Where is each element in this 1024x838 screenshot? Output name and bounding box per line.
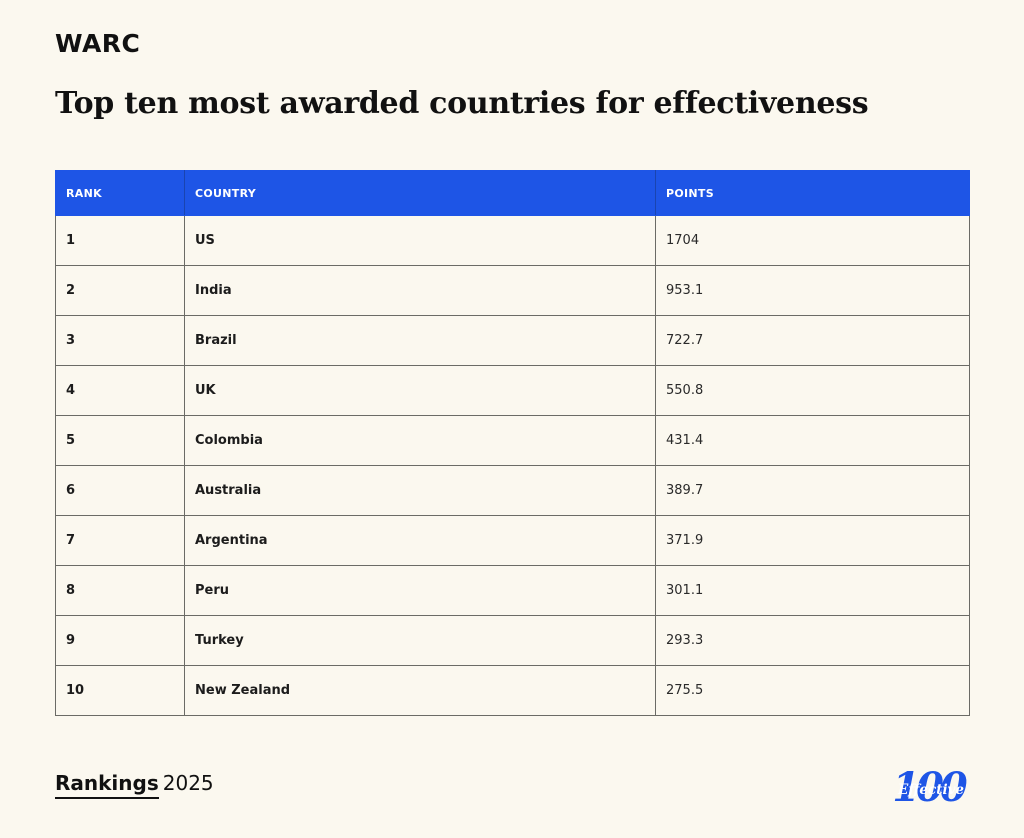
points-cell: 371.9 xyxy=(655,515,970,566)
footer-rankings: Rankings 2025 xyxy=(55,771,214,799)
table-row: 10 New Zealand 275.5 xyxy=(55,665,970,716)
rankings-label: Rankings xyxy=(55,771,159,799)
table-row: 7 Argentina 371.9 xyxy=(55,515,970,566)
rank-cell: 2 xyxy=(55,265,185,316)
table-row: 4 UK 550.8 xyxy=(55,365,970,416)
country-cell: Brazil xyxy=(184,315,656,366)
brand-logo: WARC xyxy=(55,29,141,58)
table-row: 2 India 953.1 xyxy=(55,265,970,316)
table-row: 6 Australia 389.7 xyxy=(55,465,970,516)
column-header-rank: RANK xyxy=(55,170,185,216)
rankings-year: 2025 xyxy=(162,771,214,795)
rankings-table: RANK COUNTRY POINTS 1 US 1704 2 India 953.1 3 B… xyxy=(55,170,970,716)
country-cell: India xyxy=(184,265,656,316)
page-title: Top ten most awarded countries for effec… xyxy=(55,86,869,121)
country-cell: UK xyxy=(184,365,656,416)
badge-number: 100 xyxy=(892,764,968,811)
points-cell: 301.1 xyxy=(655,565,970,616)
rank-cell: 10 xyxy=(55,665,185,716)
rank-cell: 5 xyxy=(55,415,185,466)
country-cell: US xyxy=(184,215,656,266)
points-cell: 275.5 xyxy=(655,665,970,716)
points-cell: 722.7 xyxy=(655,315,970,366)
country-cell: Colombia xyxy=(184,415,656,466)
points-cell: 550.8 xyxy=(655,365,970,416)
country-cell: Peru xyxy=(184,565,656,616)
country-cell: New Zealand xyxy=(184,665,656,716)
table-row: 3 Brazil 722.7 xyxy=(55,315,970,366)
points-cell: 953.1 xyxy=(655,265,970,316)
table-row: 9 Turkey 293.3 xyxy=(55,615,970,666)
column-header-points: POINTS xyxy=(655,170,970,216)
rank-cell: 7 xyxy=(55,515,185,566)
table-row: 1 US 1704 xyxy=(55,215,970,266)
table-body: 1 US 1704 2 India 953.1 3 Brazil 722.7 4 UK 550.8 5 C… xyxy=(55,215,970,716)
rank-cell: 3 xyxy=(55,315,185,366)
column-header-country: COUNTRY xyxy=(184,170,656,216)
country-cell: Turkey xyxy=(184,615,656,666)
points-cell: 389.7 xyxy=(655,465,970,516)
rank-cell: 1 xyxy=(55,215,185,266)
table-header-row: RANK COUNTRY POINTS xyxy=(55,170,970,216)
country-cell: Australia xyxy=(184,465,656,516)
table-row: 5 Colombia 431.4 xyxy=(55,415,970,466)
points-cell: 431.4 xyxy=(655,415,970,466)
effective-100-badge-logo: 100 Effective xyxy=(892,764,972,811)
points-cell: 293.3 xyxy=(655,615,970,666)
rank-cell: 8 xyxy=(55,565,185,616)
country-cell: Argentina xyxy=(184,515,656,566)
points-cell: 1704 xyxy=(655,215,970,266)
rank-cell: 6 xyxy=(55,465,185,516)
rank-cell: 9 xyxy=(55,615,185,666)
table-row: 8 Peru 301.1 xyxy=(55,565,970,616)
badge-word: Effective xyxy=(897,782,964,798)
rank-cell: 4 xyxy=(55,365,185,416)
